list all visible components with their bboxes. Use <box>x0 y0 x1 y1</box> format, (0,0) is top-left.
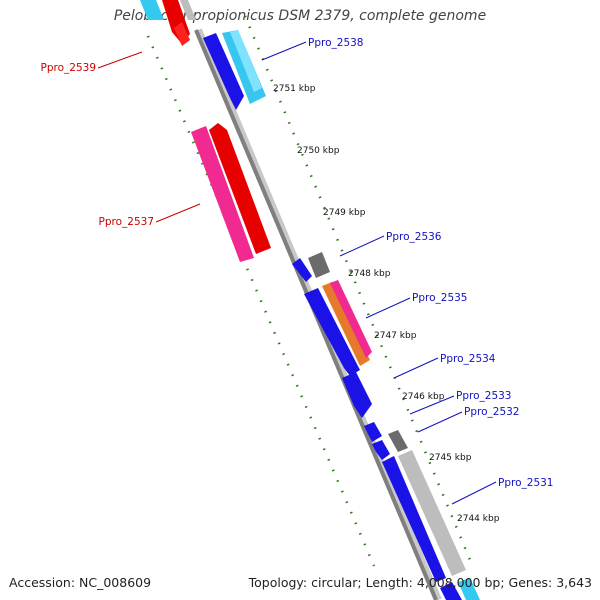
leader-line-2533 <box>409 395 455 415</box>
gene-feature-2534 <box>342 372 372 418</box>
gene-feature-2535-c <box>330 280 372 358</box>
leader-line-2534 <box>393 357 439 379</box>
tick-label: 2750 kbp <box>297 146 340 156</box>
gene-features <box>140 0 480 600</box>
inner-dotted-track <box>243 15 472 561</box>
gene-feature-2532 <box>388 430 408 452</box>
gene-feature <box>174 22 190 46</box>
tick-label: 2744 kbp <box>457 514 500 524</box>
gene-label: Ppro_2534 <box>440 353 496 365</box>
accession-text: Accession: NC_008609 <box>9 575 152 590</box>
label-leader-lines <box>97 41 497 505</box>
leader-line-2532 <box>417 411 463 433</box>
gene-feature-2531 <box>382 456 446 582</box>
gene-feature-2538 <box>203 33 244 110</box>
gene-label: Ppro_2532 <box>464 406 519 418</box>
leader-line-2531 <box>451 481 497 505</box>
gene-feature <box>458 578 480 600</box>
leader-line-2539 <box>97 51 143 69</box>
gene-feature-2536 <box>292 258 312 282</box>
gene-feature-2535 <box>304 288 360 376</box>
gene-feature <box>180 0 196 20</box>
gene-feature-2537 <box>191 126 254 262</box>
tick-label: 2746 kbp <box>402 392 445 402</box>
leader-line-2537 <box>155 203 201 223</box>
leader-line-2538 <box>261 41 307 61</box>
gene-label: Ppro_2537 <box>99 216 154 228</box>
gene-feature-2533 <box>364 422 382 442</box>
gene-label: Ppro_2531 <box>498 477 553 489</box>
gene-feature-2536-b <box>308 252 330 278</box>
gene-labels: Ppro_2538 Ppro_2539 Ppro_2537 Ppro_2536 … <box>41 37 554 489</box>
map-title: Pelobacter propionicus DSM 2379, complet… <box>113 8 487 24</box>
tick-labels: 2751 kbp 2750 kbp 2749 kbp 2748 kbp 2747… <box>273 84 500 524</box>
tick-label: 2745 kbp <box>429 453 472 463</box>
gene-label: Ppro_2539 <box>41 62 96 74</box>
outer-dotted-track <box>146 35 376 567</box>
gene-feature-2533-b <box>372 440 390 460</box>
gene-feature-2538-c <box>230 30 262 92</box>
tick-label: 2747 kbp <box>374 331 417 341</box>
gene-feature-2535-b <box>322 282 370 366</box>
gene-feature <box>140 0 164 20</box>
gene-label: Ppro_2535 <box>412 292 467 304</box>
gene-label: Ppro_2533 <box>456 390 511 402</box>
gene-feature-2537-b <box>209 123 271 254</box>
leader-line-2535 <box>365 297 411 319</box>
tick-label: 2751 kbp <box>273 84 316 94</box>
gene-label: Ppro_2538 <box>308 37 363 49</box>
gene-feature <box>440 582 462 600</box>
tick-label: 2748 kbp <box>348 269 391 279</box>
leader-line-2536 <box>339 235 385 257</box>
gene-feature-2531-b <box>398 450 466 576</box>
gene-label: Ppro_2536 <box>386 231 442 243</box>
tick-label: 2749 kbp <box>323 208 366 218</box>
genome-summary-text: Topology: circular; Length: 4,008,000 bp… <box>248 575 592 590</box>
